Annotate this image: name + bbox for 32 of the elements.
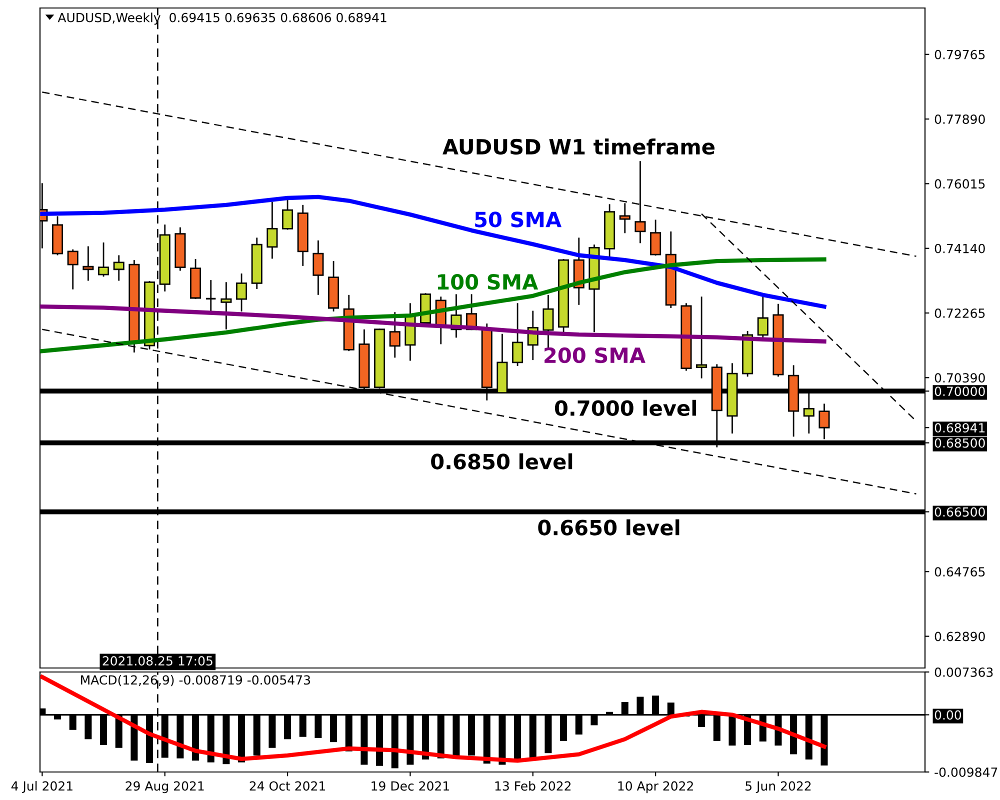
y-tick-label: 0.70390 (934, 373, 985, 383)
y-tick-label: -0.009847 (934, 767, 998, 777)
y-tick-label: 0.62890 (934, 632, 985, 642)
series-label: 200 SMA (544, 347, 646, 364)
y-tick-label: 0.64765 (934, 567, 985, 577)
x-tick-label: 5 Jun 2022 (746, 781, 811, 794)
y-tick-label: 0.68941 (934, 423, 985, 433)
x-tick-label: 13 Feb 2022 (495, 781, 571, 791)
annotation: 0.7000 level (554, 400, 696, 416)
annotation: 0.6650 level (538, 519, 680, 536)
series-label: 100 SMA (438, 274, 538, 290)
x-tick-label: 24 Oct 2021 (250, 781, 326, 791)
y-tick-label: 0.68500 (934, 438, 985, 448)
y-tick-label: 0.76015 (934, 179, 985, 189)
x-tick-label: 19 Dec 2021 (372, 781, 449, 791)
y-tick-label: 0.72265 (934, 308, 985, 318)
chart-title: MACD(12,26,9) -0.008719 -0.005473 (81, 675, 310, 686)
y-tick-label: 0.70000 (934, 386, 985, 396)
x-tick-label: 10 Apr 2022 (618, 781, 693, 794)
annotation: AUDUSD W1 timeframe (442, 138, 714, 155)
annotation: 0.6850 level (431, 453, 572, 470)
series-label: 50 SMA (475, 212, 562, 228)
x-tick-label: 4 Jul 2021 (11, 781, 72, 794)
y-tick-label: 0.00 (934, 710, 962, 720)
y-tick-label: 0.74140 (934, 244, 985, 254)
y-tick-label: 0.007363 (934, 667, 993, 677)
ref-line-label: 2021.08.25 17:05 (102, 656, 212, 666)
y-tick-label: 0.79765 (934, 50, 985, 60)
chart-title: AUDUSD,Weekly 0.69415 0.69635 0.68606 0.68941 (58, 12, 386, 25)
y-tick-label: 0.77890 (934, 114, 985, 124)
x-tick-label: 29 Aug 2021 (126, 781, 204, 794)
y-tick-label: 0.66500 (934, 507, 985, 517)
